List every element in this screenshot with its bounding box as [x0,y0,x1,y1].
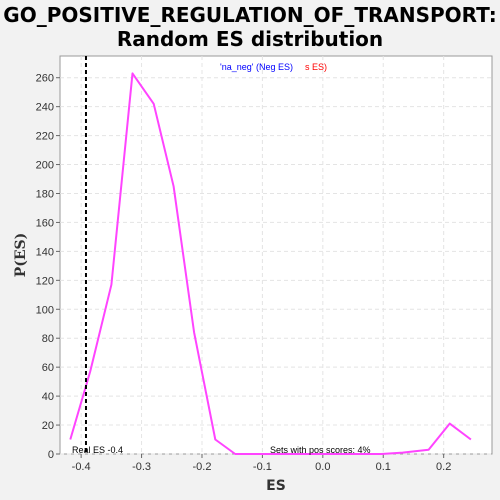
y-tick-label: 220 [36,131,54,143]
x-tick-label: -0.2 [193,461,212,473]
x-tick-label: -0.4 [72,461,91,473]
x-tick-label: 0.0 [315,461,330,473]
pos-scores-annotation: Sets with pos scores: 4% [270,445,371,455]
x-axis: -0.4 -0.3 -0.2 -0.1 0.0 0.1 0.2 [72,454,451,473]
x-tick-label: -0.3 [132,461,151,473]
x-tick-label: 0.2 [436,461,451,473]
y-tick-label: 120 [36,275,54,287]
y-tick-label: 260 [36,73,54,85]
x-tick-label: 0.1 [376,461,391,473]
y-tick-label: 140 [36,246,54,258]
y-tick-label: 200 [36,160,54,172]
y-tick-label: 40 [42,391,54,403]
y-axis-label: P(ES) [13,233,29,278]
x-tick-label: -0.1 [253,461,272,473]
series-group [69,72,472,455]
legend-neg-es: 'na_neg' (Neg ES) [220,62,293,72]
y-tick-label: 80 [42,333,54,345]
y-axis: 0 20 40 60 80 100 120 140 160 180 200 220 240 260 [36,73,60,461]
y-tick-label: 240 [36,102,54,114]
y-tick-label: 20 [42,420,54,432]
x-axis-label: ES [266,478,286,494]
chart-title-line1: GO_POSITIVE_REGULATION_OF_TRANSPORT: [3,3,497,27]
legend-pos-es: s ES) [305,62,327,72]
y-tick-label: 100 [36,304,54,316]
y-tick-label: 60 [42,362,54,374]
chart-title-line2: Random ES distribution [116,27,384,51]
series-line [69,72,472,455]
plot-area [59,55,493,455]
grid [60,56,492,455]
y-tick-label: 160 [36,217,54,229]
real-es-label: Real ES -0.4 [72,445,123,455]
y-tick-label: 0 [48,449,54,461]
y-tick-label: 180 [36,188,54,200]
